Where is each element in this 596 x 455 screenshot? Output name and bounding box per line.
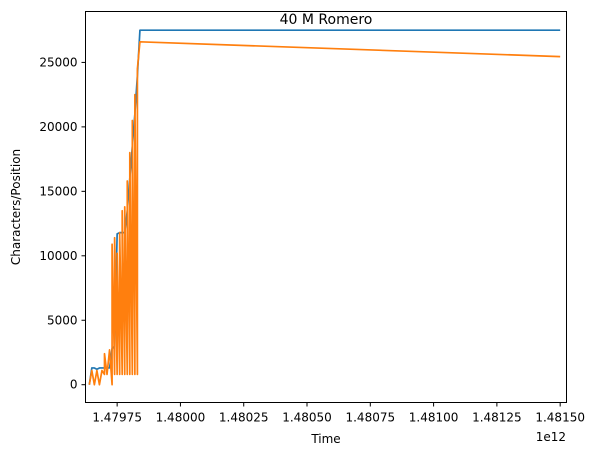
y-tick-label: 10000 xyxy=(39,249,77,263)
series-line-1 xyxy=(89,30,560,385)
y-tick-label: 0 xyxy=(70,378,78,392)
plot-area xyxy=(89,30,560,385)
y-axis-ticks: 0 5000 10000 15000 20000 25000 xyxy=(39,55,85,391)
x-tick-label: 1.48075 xyxy=(345,411,395,425)
x-tick-label: 1.48150 xyxy=(535,411,585,425)
x-axis-ticks: 1.47975 1.48000 1.48025 1.48050 1.48075 1.481… xyxy=(92,403,585,425)
x-tick-label: 1.48050 xyxy=(282,411,332,425)
y-tick-label: 20000 xyxy=(39,120,77,134)
x-tick-label: 1.48125 xyxy=(472,411,522,425)
y-tick-label: 25000 xyxy=(39,55,77,69)
plot-frame xyxy=(86,12,567,403)
series-line-2 xyxy=(89,42,560,385)
x-axis-offset-label: 1e12 xyxy=(536,430,566,444)
y-tick-label: 5000 xyxy=(47,313,78,327)
x-tick-label: 1.48100 xyxy=(409,411,459,425)
x-tick-label: 1.47975 xyxy=(92,411,142,425)
chart-title: 40 M Romero xyxy=(280,12,373,28)
x-axis-label: Time xyxy=(310,432,340,446)
x-tick-label: 1.48000 xyxy=(156,411,206,425)
y-axis-label: Characters/Position xyxy=(9,149,23,265)
x-tick-label: 1.48025 xyxy=(219,411,269,425)
y-tick-label: 15000 xyxy=(39,184,77,198)
